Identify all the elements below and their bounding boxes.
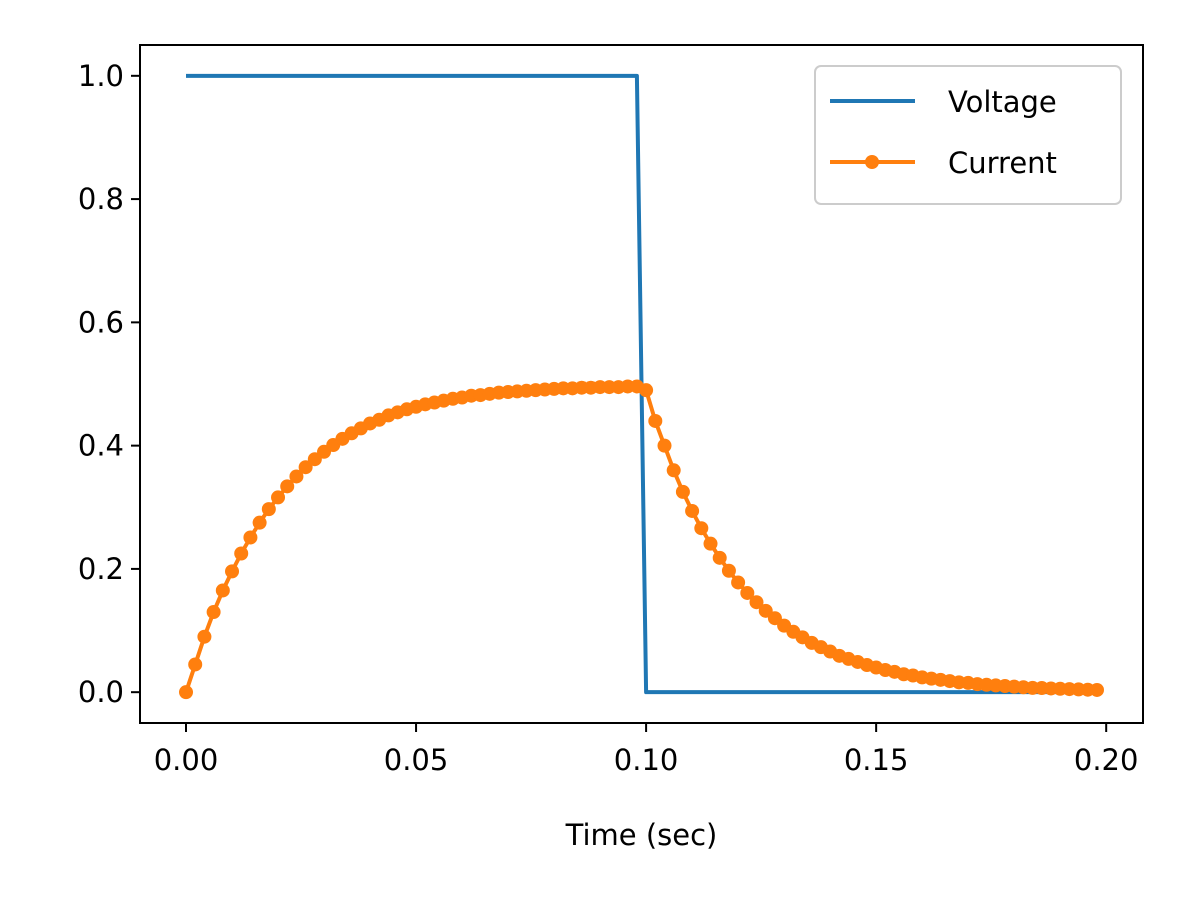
x-tick-label: 0.00 xyxy=(154,743,219,777)
y-tick-label: 0.6 xyxy=(78,305,124,339)
data-point-current xyxy=(1089,682,1104,697)
data-point-current xyxy=(179,685,194,700)
data-point-current xyxy=(234,546,249,561)
data-point-current xyxy=(712,550,727,565)
x-tick-label: 0.10 xyxy=(614,743,679,777)
data-point-current xyxy=(225,564,240,579)
data-point-current xyxy=(639,383,654,398)
data-point-current xyxy=(261,502,276,517)
data-point-current xyxy=(206,605,221,620)
data-point-current xyxy=(298,460,313,475)
y-tick-label: 0.2 xyxy=(78,552,124,586)
y-tick-label: 0.8 xyxy=(78,182,124,216)
data-point-current xyxy=(188,657,203,672)
y-tick-label: 0.4 xyxy=(78,429,124,463)
x-tick-label: 0.05 xyxy=(384,743,449,777)
data-point-current xyxy=(215,583,230,598)
data-point-current xyxy=(197,629,212,644)
data-point-current xyxy=(675,484,690,499)
data-point-current xyxy=(252,515,267,530)
data-point-current xyxy=(749,595,764,610)
data-point-current xyxy=(721,563,736,578)
data-point-current xyxy=(280,479,295,494)
data-point-current xyxy=(685,503,700,518)
data-point-current xyxy=(271,490,286,505)
x-tick-label: 0.20 xyxy=(1074,743,1139,777)
data-point-current xyxy=(648,413,663,428)
legend-label-current: Current xyxy=(948,146,1057,180)
legend-marker-current xyxy=(865,155,879,169)
axes-frame xyxy=(139,44,1144,724)
data-point-current xyxy=(694,521,709,536)
data-point-current xyxy=(657,438,672,453)
data-point-current xyxy=(666,463,681,478)
legend: Voltage Current xyxy=(814,65,1122,205)
data-point-current xyxy=(731,575,746,590)
data-point-current xyxy=(740,585,755,600)
y-tick-label: 1.0 xyxy=(78,59,124,93)
data-point-current xyxy=(243,530,258,545)
x-tick-label: 0.15 xyxy=(844,743,909,777)
y-tick-label: 0.0 xyxy=(78,675,124,709)
legend-label-voltage: Voltage xyxy=(948,85,1057,119)
x-axis-label: Time (sec) xyxy=(565,818,718,852)
data-point-current xyxy=(703,536,718,551)
data-point-current xyxy=(289,469,304,484)
